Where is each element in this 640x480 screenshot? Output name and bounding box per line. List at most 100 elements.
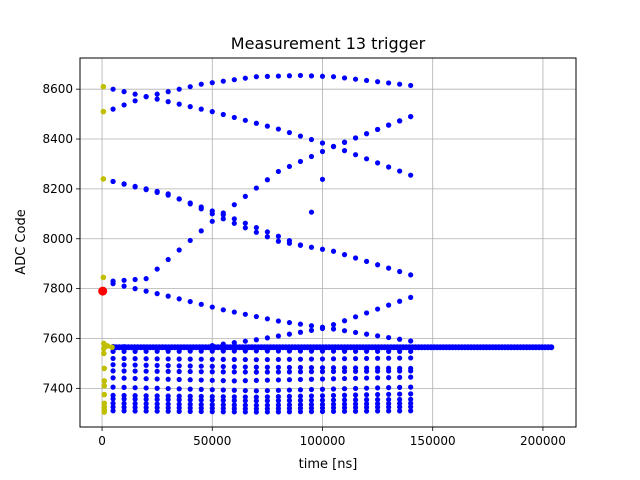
- data-point: [275, 333, 281, 339]
- data-point: [132, 362, 138, 368]
- data-point: [308, 327, 315, 333]
- data-point: [363, 156, 370, 162]
- data-point: [143, 94, 149, 100]
- data-point: [341, 397, 348, 403]
- trigger-point: [98, 286, 108, 296]
- data-point: [386, 404, 392, 410]
- data-point: [330, 376, 337, 382]
- data-point: [110, 178, 116, 185]
- data-point: [375, 79, 381, 85]
- data-point: [352, 385, 359, 392]
- data-point: [220, 369, 226, 375]
- data-point: [198, 106, 204, 112]
- early-data-point: [100, 176, 107, 182]
- data-point: [286, 364, 293, 371]
- data-point: [187, 348, 193, 354]
- data-point: [375, 408, 381, 414]
- data-point: [286, 393, 293, 399]
- data-point: [187, 237, 193, 244]
- data-point: [341, 386, 348, 392]
- data-point: [386, 334, 392, 341]
- early-data-point: [101, 378, 108, 384]
- data-point: [231, 348, 237, 354]
- data-point: [375, 333, 381, 339]
- data-point: [352, 329, 359, 336]
- data-point: [330, 392, 337, 399]
- data-point: [132, 183, 138, 190]
- data-point: [386, 355, 392, 361]
- early-data-point: [100, 108, 107, 115]
- data-point: [386, 396, 392, 403]
- data-point: [187, 84, 193, 90]
- data-point: [397, 408, 403, 414]
- data-point: [363, 404, 370, 410]
- data-point: [253, 229, 259, 235]
- data-point: [308, 397, 315, 403]
- data-point: [154, 345, 160, 351]
- data-point: [319, 246, 326, 252]
- data-point: [297, 242, 304, 248]
- data-point: [363, 310, 370, 316]
- data-point: [165, 385, 171, 392]
- data-point: [297, 387, 304, 393]
- data-point: [363, 331, 370, 337]
- data-point: [264, 229, 270, 235]
- data-point: [397, 118, 403, 124]
- data-point: [308, 365, 315, 371]
- x-tick-label: 50000: [193, 434, 231, 448]
- data-point: [231, 220, 237, 226]
- data-point: [110, 375, 116, 381]
- data-point: [408, 396, 414, 402]
- data-point: [198, 228, 204, 234]
- data-point: [143, 385, 149, 391]
- data-point: [220, 378, 226, 384]
- data-point: [297, 376, 304, 383]
- early-data-point: [100, 274, 107, 281]
- data-point: [341, 318, 348, 324]
- data-point: [308, 73, 315, 79]
- early-data-point: [101, 365, 108, 372]
- data-point: [253, 337, 259, 343]
- data-point: [363, 368, 370, 374]
- data-point: [319, 369, 326, 375]
- data-point: [352, 152, 359, 158]
- data-point: [363, 385, 370, 391]
- data-point: [198, 356, 204, 362]
- data-point: [143, 186, 149, 192]
- data-point: [352, 392, 359, 398]
- data-point: [275, 377, 281, 383]
- data-point: [264, 177, 270, 183]
- data-point: [319, 397, 326, 403]
- y-tick-label: 7600: [42, 331, 73, 345]
- data-point: [121, 348, 127, 355]
- data-point: [242, 387, 248, 394]
- data-point: [132, 401, 138, 407]
- data-point: [132, 276, 138, 283]
- data-point: [286, 240, 293, 246]
- data-point: [264, 369, 270, 375]
- data-point: [231, 409, 237, 415]
- data-point: [375, 368, 381, 374]
- early-data-point: [101, 383, 108, 389]
- data-point: [286, 348, 293, 354]
- data-point: [176, 386, 182, 392]
- data-point: [319, 356, 326, 362]
- data-point: [132, 375, 138, 382]
- data-point: [375, 391, 381, 398]
- data-point: [408, 391, 414, 397]
- data-point: [187, 104, 193, 110]
- data-point: [352, 255, 359, 261]
- data-point: [231, 309, 237, 315]
- data-point: [375, 355, 381, 361]
- data-point: [330, 356, 337, 362]
- data-point: [253, 313, 259, 320]
- data-point: [375, 375, 381, 381]
- data-point: [264, 394, 270, 400]
- data-point: [275, 364, 281, 370]
- data-point: [375, 160, 381, 166]
- data-point: [209, 369, 215, 375]
- data-point: [231, 356, 237, 363]
- data-point: [297, 356, 304, 362]
- data-point: [132, 286, 138, 292]
